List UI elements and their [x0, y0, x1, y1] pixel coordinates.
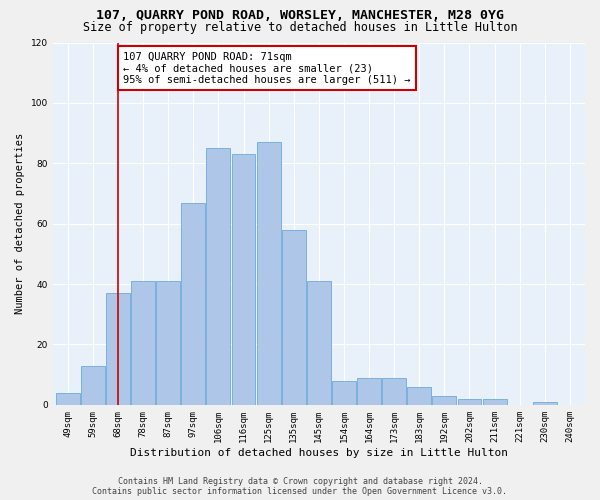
Bar — [131, 281, 155, 405]
Bar — [332, 380, 356, 405]
Bar — [156, 281, 180, 405]
Bar — [282, 230, 305, 405]
Bar — [357, 378, 381, 405]
Bar — [533, 402, 557, 405]
Text: Size of property relative to detached houses in Little Hulton: Size of property relative to detached ho… — [83, 21, 517, 34]
Bar — [407, 386, 431, 405]
Bar — [307, 281, 331, 405]
Bar — [382, 378, 406, 405]
Bar — [482, 399, 506, 405]
Bar — [232, 154, 256, 405]
Bar — [257, 142, 281, 405]
Text: 107, QUARRY POND ROAD, WORSLEY, MANCHESTER, M28 0YG: 107, QUARRY POND ROAD, WORSLEY, MANCHEST… — [96, 9, 504, 22]
Bar — [433, 396, 457, 405]
Text: 107 QUARRY POND ROAD: 71sqm
← 4% of detached houses are smaller (23)
95% of semi: 107 QUARRY POND ROAD: 71sqm ← 4% of deta… — [123, 52, 410, 85]
Bar — [458, 399, 481, 405]
X-axis label: Distribution of detached houses by size in Little Hulton: Distribution of detached houses by size … — [130, 448, 508, 458]
Bar — [106, 293, 130, 405]
Y-axis label: Number of detached properties: Number of detached properties — [15, 133, 25, 314]
Text: Contains HM Land Registry data © Crown copyright and database right 2024.
Contai: Contains HM Land Registry data © Crown c… — [92, 476, 508, 496]
Bar — [206, 148, 230, 405]
Bar — [181, 202, 205, 405]
Bar — [56, 393, 80, 405]
Bar — [81, 366, 105, 405]
